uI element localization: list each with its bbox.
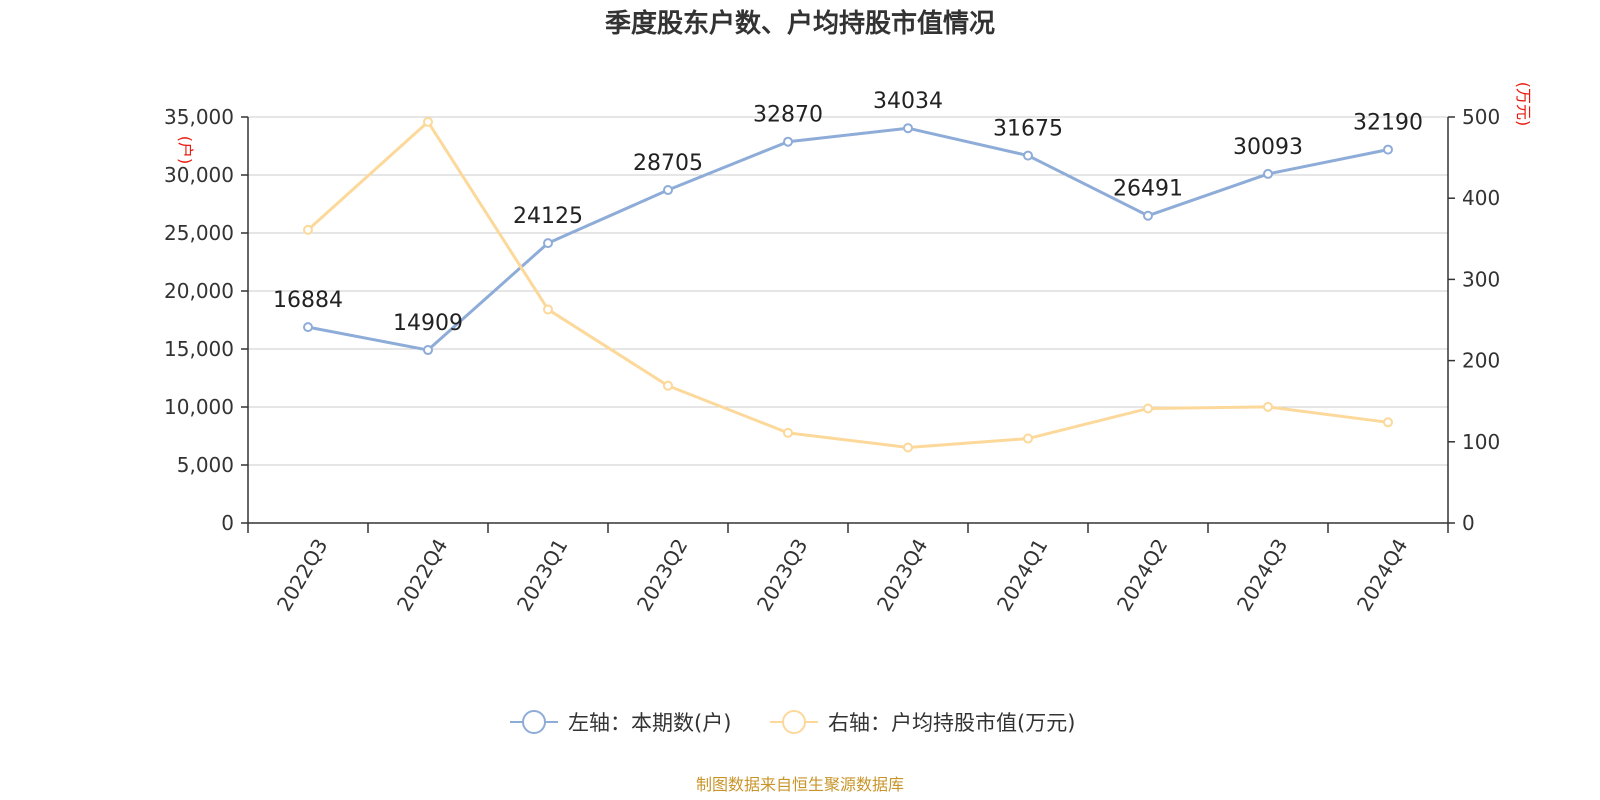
right-tick-label: 500: [1462, 105, 1500, 129]
legend-label: 右轴：户均持股市值(万元): [828, 711, 1075, 735]
x-tick-label: 2022Q3: [272, 535, 332, 616]
left-tick-label: 20,000: [164, 279, 234, 303]
data-label: 14909: [393, 311, 463, 336]
series-shareholder-count: [303, 123, 1393, 356]
chart-title: 季度股东户数、户均持股市值情况: [605, 8, 995, 39]
grid-lines: [248, 116, 1448, 466]
x-tick-label: 2024Q3: [1232, 535, 1292, 616]
data-point: [543, 304, 553, 315]
legend-marker-icon: [782, 710, 806, 734]
data-label: 16884: [273, 288, 343, 313]
data-label: 26491: [1113, 177, 1183, 202]
data-label: 28705: [633, 151, 703, 176]
x-tick-label: 2023Q2: [632, 535, 692, 616]
data-point: [663, 185, 673, 196]
data-point: [1263, 401, 1273, 412]
right-tick-label: 0: [1462, 511, 1475, 535]
right-tick-label: 400: [1462, 186, 1500, 210]
data-point: [303, 322, 313, 333]
data-label: 30093: [1233, 135, 1303, 160]
data-label: 32190: [1353, 111, 1423, 136]
x-axis-ticks: 2022Q3 2022Q4 2023Q1 2023Q2 2023Q3 2023Q4 2024…: [247, 523, 1449, 616]
data-point: [663, 380, 673, 391]
series-avg-holding-value: [303, 116, 1393, 453]
data-point: [1143, 403, 1153, 414]
right-tick-label: 200: [1462, 349, 1500, 373]
series-layer: [303, 116, 1393, 453]
x-tick-label: 2023Q4: [872, 535, 932, 616]
left-tick-label: 15,000: [164, 337, 234, 361]
data-point: [783, 427, 793, 438]
data-point: [1263, 168, 1273, 179]
left-axis-unit: (户): [176, 136, 195, 165]
x-tick-label: 2024Q1: [992, 535, 1052, 616]
left-tick-label: 0: [221, 511, 234, 535]
left-tick-label: 35,000: [164, 105, 234, 129]
left-tick-label: 30,000: [164, 163, 234, 187]
x-tick-label: 2023Q3: [752, 535, 812, 616]
data-label: 34034: [873, 89, 943, 114]
legend-item-1[interactable]: 左轴：本期数(户): [510, 710, 731, 735]
right-tick-label: 100: [1462, 430, 1500, 454]
series-line: [307, 126, 1389, 352]
right-axis-ticks: 0 100 200 300 400 500: [1448, 105, 1500, 535]
data-point: [783, 136, 793, 147]
series-line: [306, 120, 1389, 449]
legend[interactable]: 左轴：本期数(户) 右轴：户均持股市值(万元): [510, 710, 1075, 735]
data-point: [1023, 433, 1033, 444]
data-point: [303, 224, 313, 235]
x-tick-label: 2023Q1: [512, 535, 572, 616]
x-tick-label: 2024Q4: [1352, 535, 1412, 616]
x-tick-label: 2024Q2: [1112, 535, 1172, 616]
left-tick-label: 10,000: [164, 395, 234, 419]
legend-label: 左轴：本期数(户): [568, 711, 731, 735]
left-axis-ticks: 0 5,000 10,000 15,000 20,000 25,000 30,000 35,0…: [164, 105, 248, 535]
data-point: [423, 345, 433, 356]
data-point: [1383, 417, 1393, 428]
left-tick-label: 25,000: [164, 221, 234, 245]
legend-item-2[interactable]: 右轴：户均持股市值(万元): [770, 710, 1075, 735]
data-point: [1023, 150, 1033, 161]
data-point: [903, 123, 913, 134]
legend-marker-icon: [522, 710, 546, 734]
data-point: [1383, 144, 1393, 155]
data-point: [1143, 210, 1153, 221]
data-point: [423, 116, 433, 127]
data-label: 31675: [993, 117, 1063, 142]
data-point: [903, 442, 913, 453]
right-axis-unit: (万元): [1514, 82, 1533, 127]
right-tick-label: 300: [1462, 267, 1500, 291]
left-tick-label: 5,000: [177, 453, 234, 477]
source-note: 制图数据来自恒生聚源数据库: [696, 775, 904, 794]
data-label: 24125: [513, 204, 583, 229]
data-point: [543, 238, 553, 249]
data-label: 32870: [753, 103, 823, 128]
data-labels: 16884 14909 24125 28705 32870 34034 31675 26491…: [273, 89, 1423, 336]
x-tick-label: 2022Q4: [392, 535, 452, 616]
